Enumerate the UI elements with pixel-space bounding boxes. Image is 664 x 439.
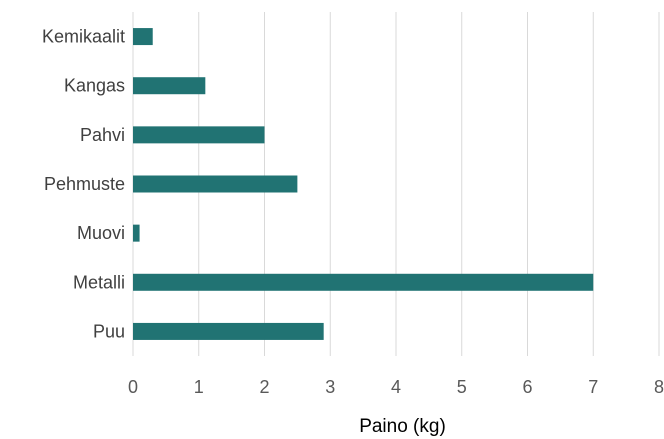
x-axis-title: Paino (kg): [359, 416, 446, 437]
bar-pehmuste: [133, 175, 298, 193]
x-tick-label: 4: [391, 377, 401, 397]
category-label-kemikaalit: Kemikaalit: [42, 27, 125, 47]
x-tick-label: 7: [588, 377, 598, 397]
x-tick-label: 5: [457, 377, 467, 397]
gridlines: [132, 12, 660, 356]
x-tick-labels: 0 1 2 3 4 5 6 7 8: [128, 377, 664, 397]
bar-puu: [133, 322, 324, 340]
x-tick-label: 3: [325, 377, 335, 397]
x-tick-label: 6: [522, 377, 532, 397]
x-tick-label: 2: [259, 377, 269, 397]
bar-kangas: [133, 77, 206, 95]
bar-kemikaalit: [133, 28, 153, 46]
bar-metalli: [133, 273, 594, 291]
bar-pahvi: [133, 126, 265, 144]
category-label-pahvi: Pahvi: [80, 125, 125, 145]
category-labels: Kemikaalit Kangas Pahvi Pehmuste Muovi Metall…: [42, 27, 125, 342]
category-label-metalli: Metalli: [73, 272, 125, 292]
category-label-kangas: Kangas: [64, 76, 125, 96]
bar-muovi: [133, 224, 140, 242]
x-tick-label: 8: [654, 377, 664, 397]
category-label-pehmuste: Pehmuste: [44, 174, 125, 194]
category-label-muovi: Muovi: [77, 223, 125, 243]
x-tick-label: 1: [194, 377, 204, 397]
category-label-puu: Puu: [93, 321, 125, 341]
x-tick-label: 0: [128, 377, 138, 397]
bars: [133, 28, 594, 340]
